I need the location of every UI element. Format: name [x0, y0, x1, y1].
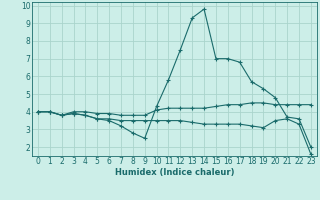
- X-axis label: Humidex (Indice chaleur): Humidex (Indice chaleur): [115, 168, 234, 177]
